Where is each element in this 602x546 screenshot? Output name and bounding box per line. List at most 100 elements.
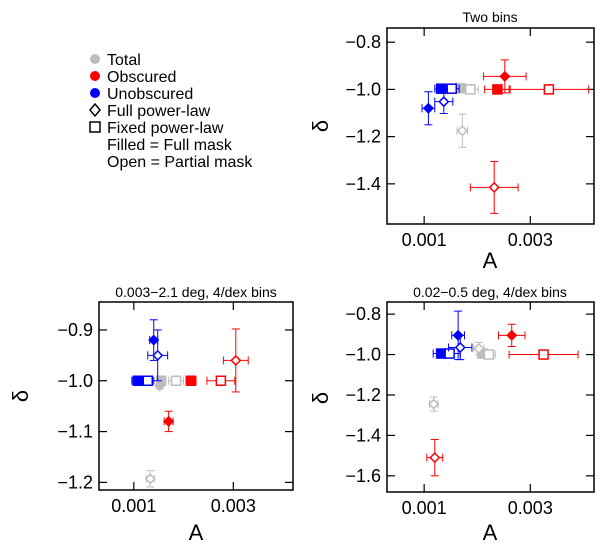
legend-marker-obscured bbox=[90, 71, 100, 81]
x-axis-label: A bbox=[483, 520, 498, 545]
data-point-obscured bbox=[222, 328, 249, 393]
data-point-obscured bbox=[508, 349, 579, 360]
diamond-marker bbox=[506, 329, 518, 341]
plot-frame bbox=[386, 301, 595, 493]
square-marker bbox=[170, 375, 182, 387]
y-tick-label: −0.9 bbox=[57, 320, 93, 340]
diamond-marker bbox=[499, 70, 511, 82]
square-marker bbox=[215, 375, 227, 387]
y-axis-label: δ bbox=[308, 120, 333, 132]
data-point-obscured bbox=[469, 160, 519, 214]
y-tick-label: −0.8 bbox=[345, 304, 381, 324]
legend-note-filled: Filled = Full mask bbox=[107, 137, 233, 154]
square-marker bbox=[483, 349, 495, 360]
legend: Total Obscured Unobscured Full power-law… bbox=[89, 52, 253, 171]
data-point-unobscured bbox=[443, 83, 460, 94]
data-point-unobscured bbox=[147, 329, 169, 382]
x-axis-label: A bbox=[189, 520, 204, 545]
diamond-marker bbox=[422, 102, 434, 114]
y-tick-label: −1.2 bbox=[57, 472, 93, 492]
legend-marker-square bbox=[89, 121, 101, 133]
y-tick-label: −1.0 bbox=[57, 371, 93, 391]
x-tick-label: 0.001 bbox=[402, 230, 447, 250]
legend-label-total: Total bbox=[107, 52, 141, 69]
data-point-unobscured bbox=[421, 91, 436, 126]
data-point-obscured bbox=[206, 375, 236, 387]
legend-marker-unobscured bbox=[90, 88, 100, 98]
square-marker bbox=[185, 375, 197, 387]
y-tick-label: −1.0 bbox=[345, 79, 381, 99]
diamond-marker bbox=[152, 349, 164, 361]
chart-title: 0.003−2.1 deg, 4/dex bins bbox=[115, 284, 277, 300]
x-axis-label: A bbox=[483, 248, 498, 273]
diamond-marker bbox=[473, 342, 485, 355]
chart-title: Two bins bbox=[462, 9, 517, 25]
data-point-obscured bbox=[508, 84, 590, 95]
x-tick-label: 0.001 bbox=[402, 498, 447, 518]
data-point-unobscured bbox=[448, 334, 473, 361]
x-tick-label: 0.003 bbox=[508, 498, 553, 518]
y-tick-label: −1.6 bbox=[345, 466, 381, 486]
square-marker bbox=[132, 375, 144, 387]
legend-item-total: Total bbox=[90, 52, 141, 69]
plot-frame bbox=[98, 301, 294, 491]
diamond-marker bbox=[454, 341, 466, 354]
legend-marker-total bbox=[90, 54, 100, 64]
data-point-obscured bbox=[185, 375, 197, 387]
diamond-marker bbox=[456, 125, 468, 137]
data-point-total bbox=[456, 113, 469, 148]
legend-marker-diamond bbox=[89, 102, 101, 118]
data-point-obscured bbox=[163, 410, 175, 433]
data-point-total bbox=[473, 341, 485, 356]
y-tick-label: −1.2 bbox=[345, 385, 381, 405]
square-marker bbox=[538, 349, 549, 360]
x-tick-label: 0.001 bbox=[111, 496, 156, 516]
square-marker bbox=[543, 84, 555, 95]
y-tick-label: −1.1 bbox=[57, 422, 93, 442]
data-point-obscured bbox=[426, 438, 444, 477]
data-point-total bbox=[428, 396, 440, 412]
square-marker bbox=[446, 83, 458, 94]
chart-002-05-deg: 0.02−0.5 deg, 4/dex bins A δ 0.001 0.003 −… bbox=[308, 284, 595, 545]
data-point-unobscured bbox=[141, 375, 155, 387]
data-point-total bbox=[482, 349, 496, 360]
plot-frame bbox=[386, 27, 595, 225]
chart-two-bins: Two bins A δ 0.001 0.003 −0.8 −1.0 −1.2 −1.4 bbox=[308, 9, 595, 273]
y-axis-label: δ bbox=[308, 392, 333, 404]
square-marker bbox=[444, 348, 455, 359]
diamond-marker bbox=[148, 334, 160, 346]
diamond-marker bbox=[429, 452, 441, 464]
chart-0003-21-deg: 0.003−2.1 deg, 4/dex bins A δ 0.001 0.003… bbox=[8, 284, 294, 545]
square-marker bbox=[492, 84, 503, 95]
legend-label-full-power-law: Full power-law bbox=[107, 103, 211, 120]
legend-label-obscured: Obscured bbox=[107, 69, 176, 86]
legend-item-full-power-law: Full power-law bbox=[89, 102, 211, 120]
legend-label-fixed-power-law: Fixed power-law bbox=[107, 120, 224, 137]
square-marker bbox=[465, 84, 476, 95]
y-tick-label: −1.4 bbox=[345, 425, 381, 445]
data-point-total bbox=[168, 375, 185, 387]
data-point-unobscured bbox=[434, 89, 454, 114]
legend-note-open: Open = Partial mask bbox=[107, 154, 253, 171]
data-point-obscured bbox=[484, 84, 511, 95]
data-point-total bbox=[144, 470, 156, 488]
diamond-marker bbox=[428, 398, 440, 410]
data-point-total bbox=[154, 380, 166, 392]
y-tick-label: −1.2 bbox=[345, 127, 381, 147]
data-point-obscured bbox=[497, 323, 526, 347]
diamond-marker bbox=[230, 354, 242, 366]
y-axis-label: δ bbox=[8, 390, 33, 402]
diamond-marker bbox=[488, 181, 500, 193]
legend-item-unobscured: Unobscured bbox=[90, 86, 193, 103]
y-tick-label: −1.4 bbox=[345, 174, 381, 194]
x-tick-label: 0.003 bbox=[211, 496, 256, 516]
data-point-obscured bbox=[483, 59, 527, 94]
diamond-marker bbox=[438, 96, 450, 108]
y-tick-label: −0.8 bbox=[345, 32, 381, 52]
y-tick-label: −1.0 bbox=[345, 345, 381, 365]
diamond-marker bbox=[144, 473, 156, 485]
diamond-marker bbox=[163, 415, 175, 427]
data-point-unobscured bbox=[438, 348, 461, 359]
chart-title: 0.02−0.5 deg, 4/dex bins bbox=[413, 284, 567, 300]
